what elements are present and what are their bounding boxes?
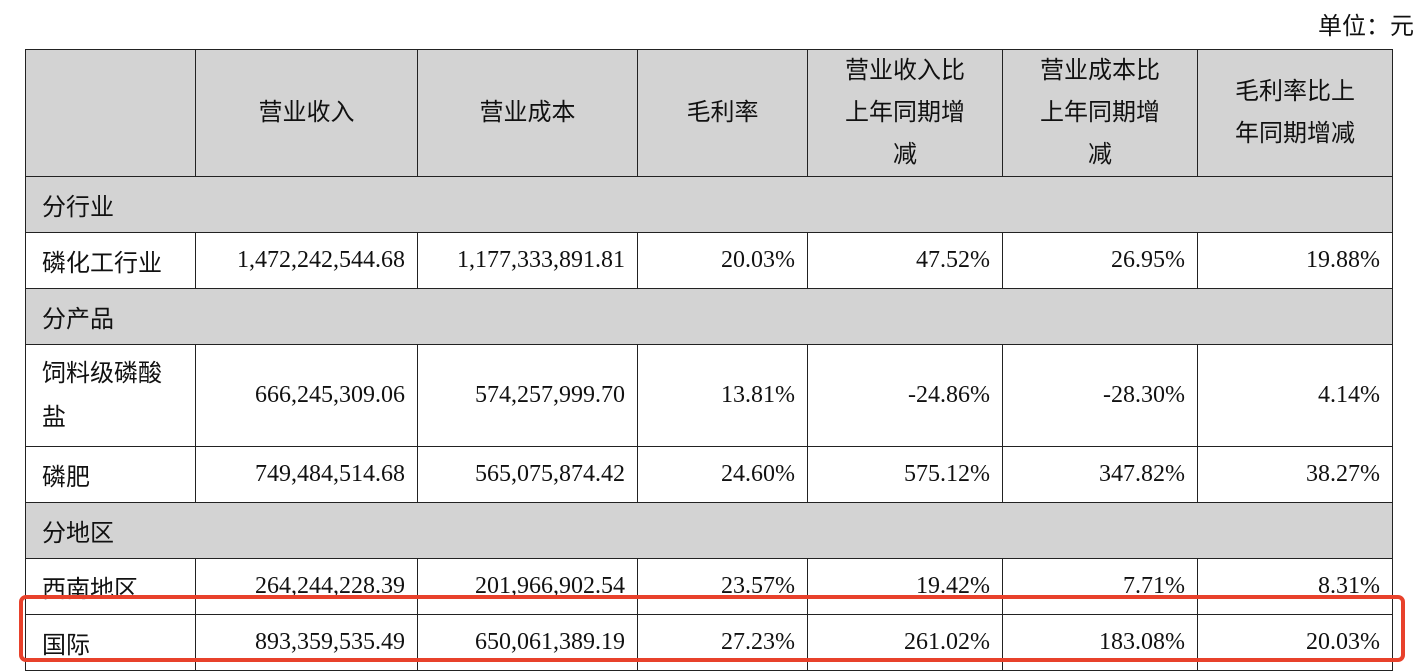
cell-value: 20.03%: [1197, 614, 1393, 671]
section-row: 分地区: [25, 502, 1393, 559]
row-label: 磷肥: [25, 446, 196, 503]
cell-value: 893,359,535.49: [195, 614, 418, 671]
cell-value: 261.02%: [807, 614, 1003, 671]
cell-value: 23.57%: [637, 558, 808, 615]
row-label: 西南地区: [25, 558, 196, 615]
column-header: 营业收入比上年同期增减: [807, 49, 1003, 177]
table-row: 饲料级磷酸盐 666,245,309.06 574,257,999.70 13.81%…: [25, 344, 1393, 447]
cell-value: 20.03%: [637, 232, 808, 289]
table-row: 磷化工行业 1,472,242,544.68 1,177,333,891.81 20.…: [25, 232, 1393, 289]
cell-value: 574,257,999.70: [417, 344, 638, 447]
row-label: 国际: [25, 614, 196, 671]
cell-value: 749,484,514.68: [195, 446, 418, 503]
column-header: [25, 49, 196, 177]
cell-value: 201,966,902.54: [417, 558, 638, 615]
cell-value: 1,472,242,544.68: [195, 232, 418, 289]
cell-value: 19.88%: [1197, 232, 1393, 289]
column-header: 营业成本: [417, 49, 638, 177]
cell-value: 4.14%: [1197, 344, 1393, 447]
cell-value: 38.27%: [1197, 446, 1393, 503]
column-header: 营业收入: [195, 49, 418, 177]
unit-label: 单位：元: [1318, 14, 1414, 40]
cell-value: 347.82%: [1002, 446, 1198, 503]
cell-value: 1,177,333,891.81: [417, 232, 638, 289]
section-row: 分行业: [25, 176, 1393, 233]
cell-value: 27.23%: [637, 614, 808, 671]
header-row: 营业收入 营业成本 毛利率 营业收入比上年同期增减 营业成本比上年同期增减 毛利率比上年同…: [25, 49, 1393, 177]
cell-value: 19.42%: [807, 558, 1003, 615]
table-row: 国际 893,359,535.49 650,061,389.19 27.23% 261.…: [25, 614, 1393, 671]
section-title: 分地区: [25, 502, 1393, 559]
cell-value: 8.31%: [1197, 558, 1393, 615]
column-header: 毛利率比上年同期增减: [1197, 49, 1393, 177]
table-row: 磷肥 749,484,514.68 565,075,874.42 24.60% 575.…: [25, 446, 1393, 503]
cell-value: 666,245,309.06: [195, 344, 418, 447]
cell-value: 26.95%: [1002, 232, 1198, 289]
column-header: 营业成本比上年同期增减: [1002, 49, 1198, 177]
section-title: 分产品: [25, 288, 1393, 345]
cell-value: 24.60%: [637, 446, 808, 503]
table-row: 西南地区 264,244,228.39 201,966,902.54 23.57% 19…: [25, 558, 1393, 615]
cell-value: 183.08%: [1002, 614, 1198, 671]
cell-value: 13.81%: [637, 344, 808, 447]
financial-table: 营业收入 营业成本 毛利率 营业收入比上年同期增减 营业成本比上年同期增减 毛利率比上年同…: [25, 49, 1393, 671]
cell-value: 47.52%: [807, 232, 1003, 289]
row-label: 饲料级磷酸盐: [25, 344, 196, 447]
column-header: 毛利率: [637, 49, 808, 177]
row-label: 磷化工行业: [25, 232, 196, 289]
cell-value: 650,061,389.19: [417, 614, 638, 671]
cell-value: 565,075,874.42: [417, 446, 638, 503]
section-row: 分产品: [25, 288, 1393, 345]
cell-value: 264,244,228.39: [195, 558, 418, 615]
section-title: 分行业: [25, 176, 1393, 233]
cell-value: -24.86%: [807, 344, 1003, 447]
cell-value: 575.12%: [807, 446, 1003, 503]
cell-value: -28.30%: [1002, 344, 1198, 447]
cell-value: 7.71%: [1002, 558, 1198, 615]
